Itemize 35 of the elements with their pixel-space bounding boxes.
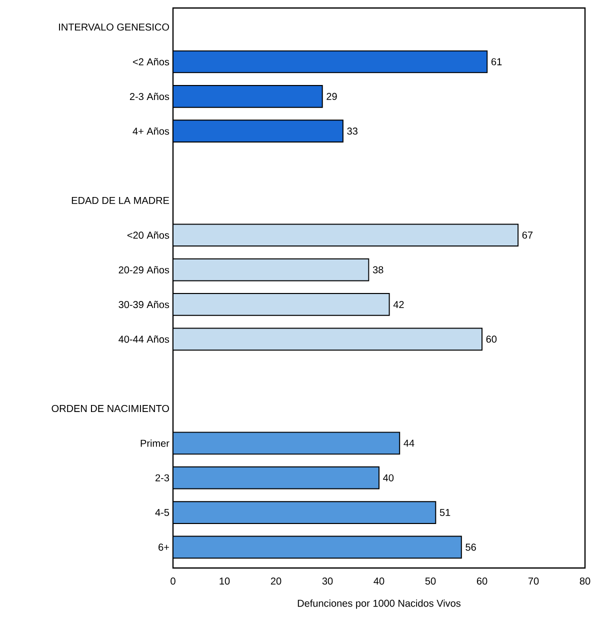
data-label: 33	[347, 128, 358, 135]
y-tick-label: ORDEN DE NACIMIENTO	[52, 404, 169, 412]
x-tick-label: 60	[476, 578, 488, 585]
data-label: 60	[486, 336, 497, 343]
y-tick-label: <2 Años	[132, 58, 170, 66]
y-tick-label: 30-39 Años	[118, 300, 170, 308]
y-tick-label: 2-3 Años	[130, 92, 170, 100]
data-label: 42	[393, 300, 404, 308]
x-axis-title: Defunciones por 1000 Nacidos Vivos	[298, 599, 461, 609]
y-tick-label: 20-29 Años	[118, 266, 170, 274]
data-label: 67	[522, 232, 533, 239]
x-tick-label: 80	[580, 578, 590, 585]
y-tick-label: INTERVALO GENESICO	[59, 24, 169, 31]
y-tick-label: 4-5	[155, 509, 170, 516]
x-tick-label: 10	[220, 578, 230, 585]
y-tick-label: 6+	[158, 544, 169, 551]
x-tick-label: 50	[425, 578, 436, 585]
x-tick-label: 20	[270, 578, 282, 585]
x-tick-label: 40	[374, 578, 384, 585]
data-label: 51	[440, 509, 450, 516]
y-tick-label: 2-3	[156, 474, 170, 482]
y-tick-label: <20 Años	[127, 231, 170, 239]
y-tick-label: 4+ Años	[132, 127, 170, 135]
data-label: 44	[404, 440, 414, 447]
y-tick-label: 40-44 Años	[118, 336, 170, 343]
x-tick-label: 70	[528, 578, 539, 585]
data-label: 38	[372, 266, 384, 274]
y-tick-label: Primer	[140, 440, 170, 447]
data-label: 40	[383, 474, 394, 482]
data-label: 29	[326, 92, 337, 100]
data-label: 56	[466, 544, 476, 551]
y-tick-label: EDAD DE LA MADRE	[72, 197, 170, 204]
data-label: 61	[491, 58, 502, 66]
x-tick-label: 30	[322, 578, 333, 585]
x-tick-label: 0	[170, 578, 176, 585]
